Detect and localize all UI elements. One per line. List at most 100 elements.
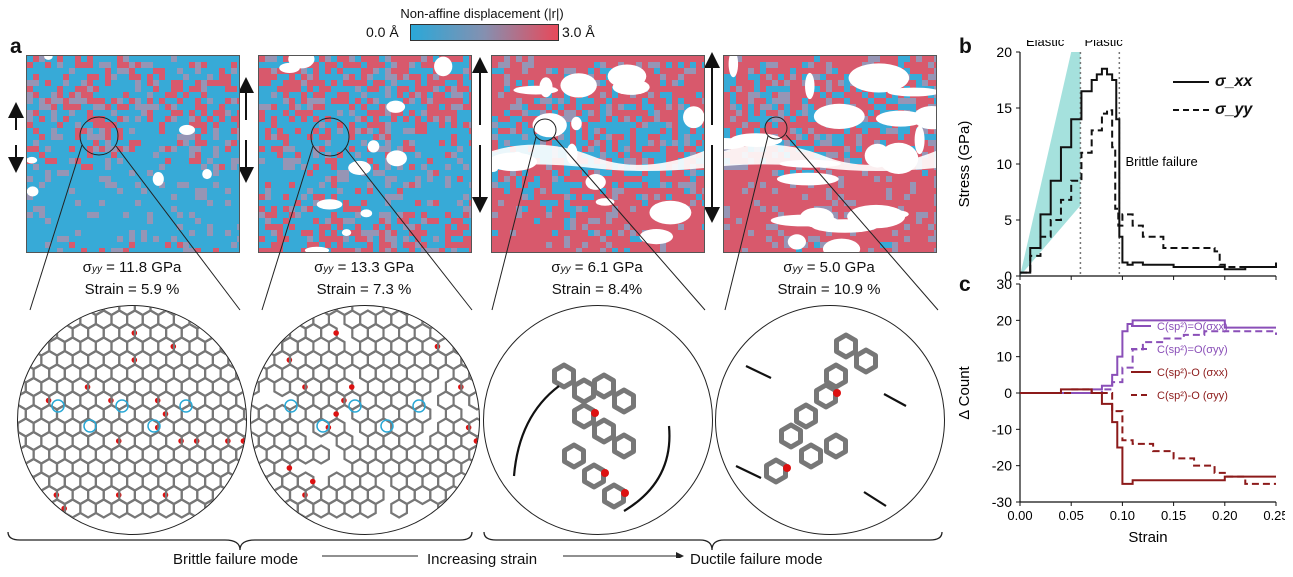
displacement-cell [742, 116, 748, 122]
displacement-cell [391, 62, 397, 68]
displacement-cell [415, 104, 421, 110]
displacement-cell [231, 182, 237, 188]
displacement-cell [522, 92, 528, 98]
displacement-cell [772, 164, 778, 170]
displacement-cell [129, 194, 135, 200]
displacement-cell [403, 56, 409, 62]
displacement-cell [319, 98, 325, 104]
displacement-cell [534, 92, 540, 98]
displacement-cell [201, 188, 207, 194]
displacement-cell [838, 182, 844, 188]
displacement-cell [672, 104, 678, 110]
displacement-cell [207, 242, 213, 248]
displacement-cell [177, 80, 183, 86]
displacement-cell [159, 236, 165, 242]
displacement-cell [283, 86, 289, 92]
displacement-cell [684, 86, 690, 92]
displacement-cell [141, 140, 147, 146]
displacement-cell [105, 200, 111, 206]
displacement-cell [678, 242, 684, 248]
displacement-cell [469, 182, 471, 188]
displacement-cell [343, 242, 349, 248]
displacement-cell [922, 146, 928, 152]
displacement-cell [373, 242, 379, 248]
displacement-cell [624, 128, 630, 134]
displacement-cell [421, 56, 427, 62]
displacement-cell [69, 68, 75, 74]
displacement-cell [642, 110, 648, 116]
displacement-cell [301, 116, 307, 122]
displacement-cell [546, 170, 552, 176]
displacement-cell [660, 86, 666, 92]
displacement-cell [237, 176, 239, 182]
displacement-cell [93, 68, 99, 74]
displacement-cell [820, 86, 826, 92]
displacement-cell [742, 56, 748, 62]
displacement-cell [129, 158, 135, 164]
displacement-cell [654, 176, 660, 182]
displacement-cell [349, 74, 355, 80]
displacement-cell [277, 206, 283, 212]
displacement-cell [630, 236, 636, 242]
displacement-cell [93, 140, 99, 146]
displacement-cell [27, 170, 33, 176]
displacement-cell [660, 146, 666, 152]
displacement-cell [183, 188, 189, 194]
displacement-cell [403, 242, 409, 248]
displacement-cell [648, 242, 654, 248]
displacement-cell [343, 182, 349, 188]
displacement-cell [409, 134, 415, 140]
displacement-cell [171, 80, 177, 86]
displacement-cell [534, 68, 540, 74]
displacement-cell [123, 194, 129, 200]
displacement-cell [301, 248, 307, 252]
displacement-cell [141, 170, 147, 176]
displacement-cell [117, 104, 123, 110]
displacement-cell [528, 248, 534, 252]
displacement-cell [660, 74, 666, 80]
displacement-cell [552, 182, 558, 188]
displacement-cell [57, 128, 63, 134]
displacement-cell [231, 194, 237, 200]
displacement-cell [135, 170, 141, 176]
displacement-cell [672, 176, 678, 182]
displacement-cell [558, 134, 564, 140]
displacement-cell [433, 230, 439, 236]
displacement-cell [802, 74, 808, 80]
displacement-cell [183, 212, 189, 218]
displacement-cell [678, 92, 684, 98]
displacement-cell [492, 176, 498, 182]
displacement-cell [463, 212, 469, 218]
displacement-cell [349, 176, 355, 182]
displacement-cell [808, 104, 814, 110]
displacement-cell [928, 236, 934, 242]
displacement-cell [498, 62, 504, 68]
panel-letter-b: b [959, 35, 972, 58]
displacement-cell [748, 230, 754, 236]
displacement-cell [337, 140, 343, 146]
displacement-cell [171, 182, 177, 188]
displacement-cell [784, 62, 790, 68]
displacement-cell [75, 116, 81, 122]
displacement-cell [594, 80, 600, 86]
displacement-cell [81, 56, 87, 62]
displacement-cell [606, 206, 612, 212]
displacement-cell [213, 248, 219, 252]
displacement-cell [498, 98, 504, 104]
displacement-cell [385, 164, 391, 170]
displacement-cell [33, 236, 39, 242]
displacement-cell [361, 122, 367, 128]
displacement-cell [39, 62, 45, 68]
displacement-cell [564, 98, 570, 104]
displacement-cell [277, 224, 283, 230]
displacement-cell [129, 218, 135, 224]
displacement-cell [123, 128, 129, 134]
displacement-cell [636, 134, 642, 140]
displacement-cell [307, 146, 313, 152]
displacement-cell [307, 170, 313, 176]
displacement-cell [231, 62, 237, 68]
displacement-cell [916, 68, 922, 74]
displacement-cell [820, 152, 826, 158]
displacement-cell [862, 134, 868, 140]
displacement-cell [219, 218, 225, 224]
